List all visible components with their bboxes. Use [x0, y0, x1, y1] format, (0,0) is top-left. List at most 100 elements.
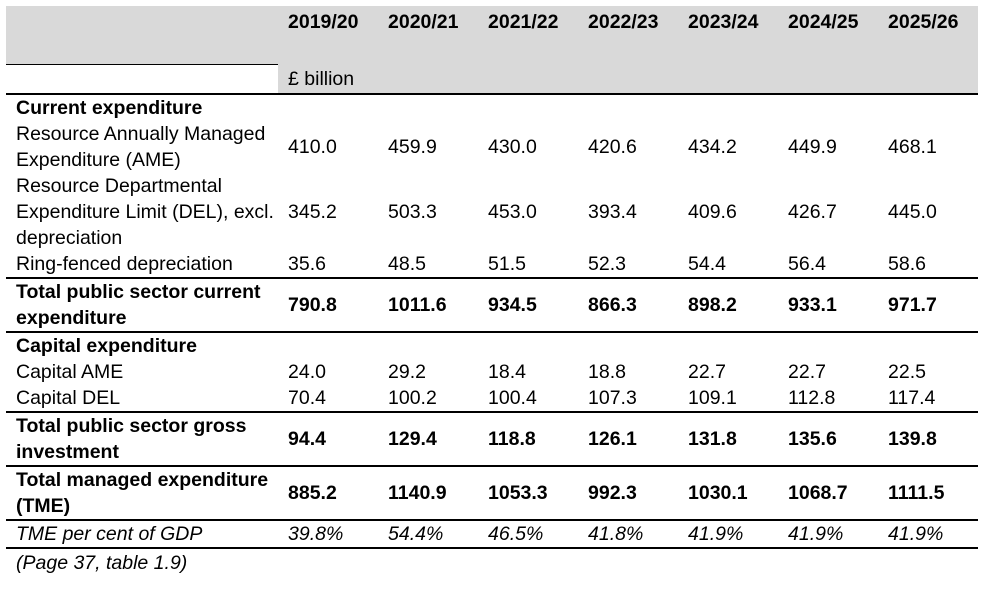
- cell-value: 100.2: [388, 387, 437, 409]
- cell-value: 112.8: [788, 387, 836, 409]
- cell-value: 52.3: [588, 253, 626, 275]
- source-note: (Page 37, table 1.9): [16, 552, 188, 574]
- cell-value: 393.4: [588, 201, 637, 223]
- cell-value: 41.9%: [878, 520, 978, 549]
- cell-value: 1053.3: [478, 465, 578, 521]
- section-title: Capital expenditure: [16, 335, 197, 357]
- table-row: Capital AME 24.0 29.2 18.4 18.8 22.7 22.…: [6, 359, 978, 385]
- year-header: 2024/25: [778, 6, 878, 65]
- cell-value: 24.0: [288, 361, 326, 383]
- cell-value: 430.0: [488, 136, 537, 158]
- row-label: Total public sector gross investment: [6, 411, 278, 467]
- cell-value: 1068.7: [778, 465, 878, 521]
- year-header: 2019/20: [278, 6, 378, 65]
- section-heading-current: Current expenditure: [6, 93, 978, 121]
- row-label: Total managed expenditure (TME): [6, 465, 278, 521]
- row-label: Ring-fenced depreciation: [16, 253, 233, 275]
- section-title: Current expenditure: [6, 93, 978, 121]
- cell-value: 18.8: [588, 361, 626, 383]
- cell-value: 35.6: [288, 253, 326, 275]
- cell-value: 992.3: [578, 465, 678, 521]
- source-note-row: (Page 37, table 1.9): [6, 548, 978, 577]
- cell-value: 1111.5: [878, 465, 978, 521]
- cell-value: 29.2: [388, 361, 426, 383]
- cell-value: 22.5: [888, 361, 926, 383]
- section-heading-capital: Capital expenditure: [6, 332, 978, 359]
- row-label: Resource Annually Managed Expenditure (A…: [16, 123, 266, 171]
- cell-value: 18.4: [488, 361, 526, 383]
- cell-value: 54.4: [688, 253, 726, 275]
- cell-value: 1011.6: [378, 277, 478, 333]
- year-header: 2021/22: [478, 6, 578, 65]
- cell-value: 459.9: [388, 136, 437, 158]
- tme-gdp-row: TME per cent of GDP 39.8% 54.4% 46.5% 41…: [6, 520, 978, 549]
- cell-value: 22.7: [688, 361, 726, 383]
- cell-value: 56.4: [788, 253, 826, 275]
- row-label: Capital DEL: [16, 387, 121, 409]
- cell-value: 107.3: [588, 387, 637, 409]
- total-row-investment: Total public sector gross investment 94.…: [6, 411, 978, 467]
- cell-value: 453.0: [488, 201, 537, 223]
- cell-value: 420.6: [588, 136, 637, 158]
- cell-value: 48.5: [388, 253, 426, 275]
- units-row: £ billion: [6, 64, 978, 94]
- cell-value: 445.0: [888, 201, 937, 223]
- year-header-row: 2019/20 2020/21 2021/22 2022/23 2023/24 …: [6, 6, 978, 65]
- cell-value: 933.1: [778, 277, 878, 333]
- cell-value: 1140.9: [378, 465, 478, 521]
- row-label: TME per cent of GDP: [6, 520, 278, 549]
- cell-value: 41.9%: [778, 520, 878, 549]
- cell-value: 790.8: [278, 277, 378, 333]
- cell-value: 426.7: [788, 201, 837, 223]
- cell-value: 126.1: [578, 411, 678, 467]
- cell-value: 41.9%: [678, 520, 778, 549]
- cell-value: 135.6: [778, 411, 878, 467]
- expenditure-table: 2019/20 2020/21 2021/22 2022/23 2023/24 …: [6, 6, 978, 577]
- cell-value: 94.4: [278, 411, 378, 467]
- cell-value: 934.5: [478, 277, 578, 333]
- units-label: £ billion: [278, 64, 378, 94]
- cell-value: 866.3: [578, 277, 678, 333]
- cell-value: 885.2: [278, 465, 378, 521]
- cell-value: 898.2: [678, 277, 778, 333]
- units-blank-cell: [6, 64, 278, 94]
- cell-value: 129.4: [378, 411, 478, 467]
- cell-value: 118.8: [478, 411, 578, 467]
- expenditure-table-container: 2019/20 2020/21 2021/22 2022/23 2023/24 …: [6, 6, 978, 577]
- table-row: Ring-fenced depreciation 35.6 48.5 51.5 …: [6, 251, 978, 278]
- cell-value: 39.8%: [278, 520, 378, 549]
- cell-value: 410.0: [288, 136, 337, 158]
- row-label: Capital AME: [16, 361, 124, 383]
- year-header: 2022/23: [578, 6, 678, 65]
- cell-value: 51.5: [488, 253, 526, 275]
- cell-value: 449.9: [788, 136, 837, 158]
- year-header: 2023/24: [678, 6, 778, 65]
- cell-value: 1030.1: [678, 465, 778, 521]
- row-label: Resource Departmental Expenditure Limit …: [16, 175, 274, 249]
- cell-value: 345.2: [288, 201, 337, 223]
- cell-value: 503.3: [388, 201, 437, 223]
- cell-value: 22.7: [788, 361, 826, 383]
- header-corner-cell: [6, 6, 278, 65]
- year-header: 2020/21: [378, 6, 478, 65]
- table-row: Resource Departmental Expenditure Limit …: [6, 173, 978, 251]
- cell-value: 468.1: [888, 136, 937, 158]
- cell-value: 58.6: [888, 253, 926, 275]
- cell-value: 70.4: [288, 387, 326, 409]
- cell-value: 131.8: [678, 411, 778, 467]
- cell-value: 54.4%: [378, 520, 478, 549]
- cell-value: 434.2: [688, 136, 737, 158]
- cell-value: 117.4: [888, 387, 936, 409]
- table-row: Resource Annually Managed Expenditure (A…: [6, 121, 978, 173]
- cell-value: 46.5%: [478, 520, 578, 549]
- cell-value: 139.8: [878, 411, 978, 467]
- cell-value: 109.1: [688, 387, 737, 409]
- year-header: 2025/26: [878, 6, 978, 65]
- cell-value: 100.4: [488, 387, 537, 409]
- cell-value: 409.6: [688, 201, 737, 223]
- total-row-current: Total public sector current expenditure …: [6, 277, 978, 333]
- cell-value: 41.8%: [578, 520, 678, 549]
- total-row-tme: Total managed expenditure (TME) 885.2 11…: [6, 465, 978, 521]
- table-row: Capital DEL 70.4 100.2 100.4 107.3 109.1…: [6, 385, 978, 412]
- row-label: Total public sector current expenditure: [6, 277, 278, 333]
